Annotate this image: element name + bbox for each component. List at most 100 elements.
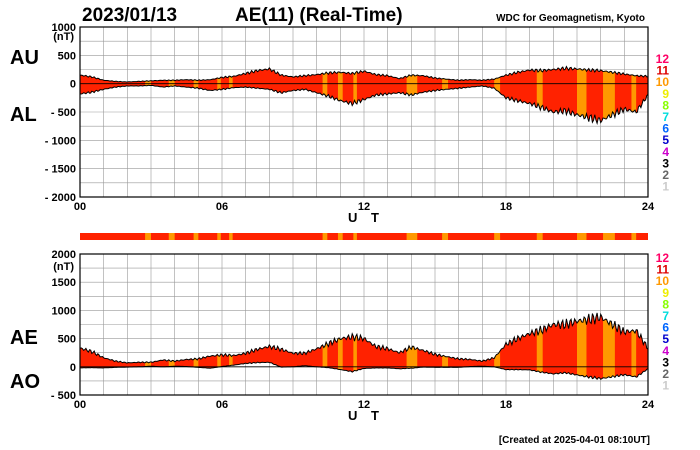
station-level-label: 2 — [662, 168, 669, 182]
strip-level-10-segment — [353, 233, 357, 240]
station-level-label: 6 — [662, 321, 669, 335]
series-line-au — [79, 65, 649, 83]
level-10-stripe — [631, 312, 637, 380]
series-line-ao — [80, 361, 649, 381]
x-tick-label: 24 — [642, 201, 655, 213]
plot-date: 2023/01/13 — [82, 5, 177, 26]
level-10-stripe — [603, 66, 615, 124]
data-source: WDC for Geomagnetism, Kyoto — [496, 13, 645, 24]
unit-label: (nT) — [53, 31, 74, 43]
level-10-stripe — [337, 66, 343, 124]
level-10-stripe — [577, 312, 587, 380]
strip-level-10-segment — [217, 233, 221, 240]
strip-level-10-segment — [229, 233, 233, 240]
x-tick-label: 24 — [642, 399, 655, 411]
y-tick-label: 0 — [70, 79, 76, 91]
x-tick-label: 06 — [216, 201, 228, 213]
strip-level-10-segment — [442, 233, 449, 240]
station-level-label: 7 — [662, 309, 669, 323]
y-tick-label: 1000 — [52, 22, 76, 34]
x-axis-label: U T — [348, 210, 384, 225]
station-level-label: 1 — [662, 379, 669, 393]
y-tick-label: 500 — [58, 334, 76, 346]
level-10-stripe — [603, 312, 615, 380]
x-tick-label: 12 — [358, 399, 370, 411]
y-tick-label: - 500 — [51, 107, 76, 119]
unit-label: (nT) — [53, 261, 74, 273]
level-10-stripe — [536, 312, 543, 380]
station-level-label: 12 — [656, 251, 670, 265]
x-tick-label: 12 — [358, 201, 370, 213]
y-tick-label: 500 — [58, 50, 76, 62]
station-level-label: 5 — [662, 332, 669, 346]
strip-level-10-segment — [603, 233, 615, 240]
station-level-label: 1 — [662, 180, 669, 194]
strip-base — [80, 233, 648, 240]
station-level-label: 9 — [662, 87, 669, 101]
station-level-label: 12 — [656, 52, 670, 66]
strip-level-10-segment — [536, 233, 543, 240]
strip-level-10-segment — [494, 233, 501, 240]
station-count-strip — [80, 233, 648, 240]
y-tick-label: - 500 — [51, 390, 76, 402]
station-level-label: 6 — [662, 122, 669, 136]
station-level-label: 7 — [662, 110, 669, 124]
y-tick-label: 1000 — [52, 305, 76, 317]
data-band-ae — [80, 312, 648, 380]
level-10-stripe — [353, 66, 357, 124]
station-level-label: 11 — [656, 263, 669, 277]
y-tick-label: 0 — [70, 362, 76, 374]
strip-level-10-segment — [577, 233, 587, 240]
strip-level-10-segment — [193, 233, 199, 240]
y-tick-label: - 1500 — [45, 164, 76, 176]
station-level-label: 2 — [662, 367, 669, 381]
strip-level-10-segment — [168, 233, 175, 240]
level-10-stripe — [631, 66, 637, 124]
station-level-label: 11 — [656, 64, 669, 78]
plot-frame — [79, 253, 649, 396]
plot-frame — [79, 26, 649, 198]
level-10-stripe — [577, 66, 587, 124]
station-level-label: 9 — [662, 286, 669, 300]
panel-label-upper: AE — [10, 327, 38, 349]
station-level-label: 4 — [662, 145, 669, 159]
x-tick-label: 00 — [74, 399, 86, 411]
panel-label-lower: AO — [10, 371, 40, 393]
strip-level-10-segment — [145, 233, 151, 240]
series-line-ae — [79, 312, 649, 364]
y-tick-label: 2000 — [52, 249, 76, 261]
strip-level-10-segment — [322, 233, 328, 240]
x-tick-label: 18 — [500, 399, 512, 411]
data-band-au — [80, 66, 648, 124]
x-axis-label: U T — [348, 408, 384, 423]
strip-level-10-segment — [406, 233, 418, 240]
station-level-label: 10 — [656, 75, 670, 89]
station-level-label: 5 — [662, 133, 669, 147]
strip-level-10-segment — [631, 233, 637, 240]
station-level-label: 3 — [662, 156, 669, 170]
level-10-stripe — [353, 312, 357, 380]
y-tick-label: 1500 — [52, 277, 76, 289]
strip-level-10-segment — [337, 233, 343, 240]
station-level-label: 10 — [656, 274, 670, 288]
level-10-stripe — [536, 66, 543, 124]
panel-label-upper: AU — [10, 47, 39, 69]
x-tick-label: 00 — [74, 201, 86, 213]
x-tick-label: 18 — [500, 201, 512, 213]
series-line-al — [79, 84, 649, 126]
station-level-label: 4 — [662, 344, 669, 358]
y-tick-label: - 2000 — [45, 192, 76, 204]
x-tick-label: 06 — [216, 399, 228, 411]
panel-label-lower: AL — [10, 104, 37, 126]
y-tick-label: - 1000 — [45, 135, 76, 147]
level-10-stripe — [337, 312, 343, 380]
created-timestamp: [Created at 2025-04-01 08:10UT] — [499, 435, 650, 446]
index-title: AE(11) (Real-Time) — [235, 5, 403, 26]
station-level-label: 8 — [662, 297, 669, 311]
station-level-label: 3 — [662, 355, 669, 369]
